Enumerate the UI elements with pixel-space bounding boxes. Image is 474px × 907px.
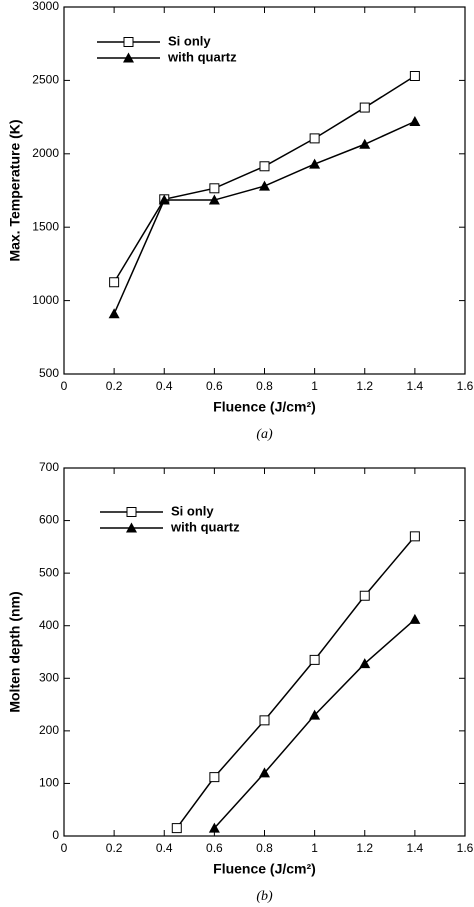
- x-tick-label: 1.2: [356, 841, 373, 855]
- marker-square: [359, 102, 370, 113]
- legend-marker: [126, 522, 137, 533]
- legend-label: Si only: [171, 503, 214, 518]
- plot-frame: [63, 467, 466, 837]
- y-tick-label: 500: [39, 366, 59, 380]
- y-tick-label: 700: [39, 460, 59, 474]
- series-line: [113, 120, 416, 315]
- y-axis-label: Molten depth (nm): [7, 591, 23, 712]
- legend-marker: [123, 52, 134, 63]
- y-tick-label: 1000: [32, 293, 59, 307]
- y-axis-label: Max. Temperature (K): [7, 119, 23, 261]
- x-tick-label: 1.6: [457, 379, 474, 393]
- legend-label: with quartz: [167, 49, 237, 64]
- marker-triangle: [409, 116, 421, 127]
- y-tick-label: 500: [39, 565, 59, 579]
- marker-triangle: [309, 709, 321, 720]
- y-tick-label: 200: [39, 723, 59, 737]
- x-tick-label: 0.2: [106, 379, 123, 393]
- y-tick-label: 0: [52, 828, 59, 842]
- marker-square: [171, 823, 182, 834]
- marker-square: [209, 772, 220, 783]
- caption: (a): [256, 427, 273, 442]
- x-tick-label: 1.4: [407, 379, 424, 393]
- marker-triangle: [108, 308, 120, 319]
- marker-square: [309, 133, 320, 144]
- y-tick-label: 100: [39, 776, 59, 790]
- marker-triangle: [309, 158, 321, 169]
- marker-square: [359, 590, 370, 601]
- marker-triangle: [409, 613, 421, 624]
- x-tick-label: 1.4: [407, 841, 424, 855]
- y-tick-label: 2000: [32, 146, 59, 160]
- x-tick-label: 0: [61, 379, 68, 393]
- marker-triangle: [208, 194, 220, 205]
- x-tick-label: 0.6: [206, 379, 223, 393]
- marker-square: [209, 183, 220, 194]
- marker-square: [309, 654, 320, 665]
- y-tick-label: 2500: [32, 73, 59, 87]
- x-tick-label: 0.6: [206, 841, 223, 855]
- marker-triangle: [359, 138, 371, 149]
- marker-triangle: [158, 194, 170, 205]
- series-line: [213, 618, 416, 829]
- y-tick-label: 400: [39, 618, 59, 632]
- x-tick-label: 1: [311, 379, 318, 393]
- marker-square: [409, 70, 420, 81]
- caption: (b): [256, 889, 273, 904]
- y-tick-label: 300: [39, 670, 59, 684]
- x-tick-label: 0.8: [256, 841, 273, 855]
- marker-square: [409, 531, 420, 542]
- x-tick-label: 0.4: [156, 379, 173, 393]
- legend-marker: [126, 507, 137, 517]
- x-tick-label: 0.8: [256, 379, 273, 393]
- series-line: [176, 535, 416, 829]
- marker-square: [109, 277, 120, 288]
- legend-label: Si only: [168, 33, 211, 48]
- legend-marker: [123, 37, 134, 47]
- marker-triangle: [208, 822, 220, 833]
- x-axis-label: Fluence (J/cm²): [213, 861, 316, 877]
- marker-triangle: [259, 767, 270, 778]
- x-tick-label: 1.2: [356, 379, 373, 393]
- marker-triangle: [259, 180, 270, 191]
- x-tick-label: 0.2: [106, 841, 123, 855]
- y-tick-label: 600: [39, 513, 59, 527]
- x-axis-label: Fluence (J/cm²): [213, 399, 316, 415]
- x-tick-label: 0.4: [156, 841, 173, 855]
- legend-label: with quartz: [170, 519, 240, 534]
- y-tick-label: 3000: [32, 0, 59, 13]
- marker-square: [259, 715, 270, 726]
- marker-triangle: [359, 658, 371, 669]
- x-tick-label: 1.6: [457, 841, 474, 855]
- y-tick-label: 1500: [32, 219, 59, 233]
- x-tick-label: 0: [61, 841, 68, 855]
- marker-square: [259, 161, 270, 172]
- x-tick-label: 1: [311, 841, 318, 855]
- series-line: [113, 75, 416, 283]
